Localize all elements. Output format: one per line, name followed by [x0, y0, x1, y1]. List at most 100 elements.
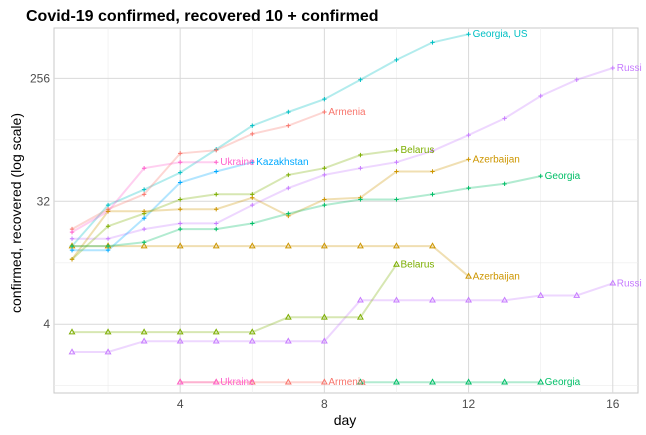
axis-ticks: 4 8 12 16 4 32 256 — [30, 71, 620, 411]
data-point-plus — [177, 197, 183, 202]
data-point-plus — [69, 236, 75, 241]
data-point-plus — [502, 181, 507, 187]
series-end-labels: Georgia, US Armenia Russi Belarus Ukraine Kaz… — [220, 29, 642, 388]
series-end-label: Georgia — [545, 171, 581, 182]
data-point-triangle — [176, 328, 184, 335]
data-point-plus — [250, 131, 255, 137]
data-point-triangle — [212, 328, 220, 335]
data-point-plus — [394, 197, 399, 202]
data-point-triangle — [465, 296, 473, 303]
data-point-plus — [214, 192, 219, 197]
series-line-recovered — [72, 282, 614, 353]
series-line-confirmed — [71, 111, 325, 230]
series-line-confirmed — [72, 161, 253, 252]
data-point-triangle — [176, 378, 184, 385]
data-point-triangle — [429, 242, 436, 249]
y-axis-title: confirmed, recovered (log scale) — [8, 113, 24, 313]
series-end-label: Belarus — [400, 145, 434, 156]
series-line-confirmed — [71, 33, 469, 247]
data-point-plus — [286, 172, 291, 178]
data-point-plus — [214, 206, 219, 212]
data-point-triangle — [393, 296, 400, 303]
series-line-confirmed — [71, 149, 397, 261]
data-point-plus — [105, 209, 111, 214]
series-end-label: Armenia — [328, 377, 366, 388]
series-end-label: Russi — [617, 278, 642, 289]
data-point-plus — [141, 240, 147, 245]
y-tick-label: 4 — [43, 317, 50, 331]
data-point-triangle — [501, 378, 509, 385]
series-end-label: Ukraine — [220, 157, 255, 168]
data-point-plus — [141, 187, 147, 192]
x-tick-label: 4 — [177, 397, 184, 411]
data-point-plus — [141, 166, 147, 171]
y-tick-label: 32 — [37, 194, 51, 208]
data-point-plus — [322, 172, 327, 178]
data-point-plus — [177, 206, 183, 212]
data-point-plus — [394, 147, 399, 153]
series-end-label: Russi — [617, 63, 642, 74]
data-point-plus — [358, 77, 363, 82]
series-end-label: Georgia — [545, 377, 581, 388]
x-tick-label: 16 — [606, 397, 620, 411]
data-point-plus — [69, 243, 75, 249]
series-end-label: Georgia, US — [473, 29, 528, 40]
data-point-plus — [430, 192, 435, 197]
data-point-plus — [322, 197, 327, 202]
data-point-plus — [322, 202, 327, 208]
data-point-triangle — [284, 378, 292, 385]
data-point-plus — [177, 221, 183, 226]
data-point-plus — [394, 169, 399, 174]
data-point-plus — [286, 123, 291, 128]
data-point-plus — [69, 247, 75, 253]
data-point-plus — [538, 173, 543, 179]
data-point-triangle — [176, 337, 184, 344]
data-point-plus — [358, 152, 363, 158]
data-point-plus — [286, 109, 291, 115]
data-point-triangle — [393, 260, 400, 267]
data-point-triangle — [537, 291, 545, 298]
data-point-plus — [214, 159, 219, 165]
data-point-triangle — [140, 337, 148, 344]
data-point-plus — [105, 236, 111, 241]
data-point-triangle — [609, 279, 617, 286]
data-point-triangle — [212, 242, 220, 249]
data-point-triangle — [320, 378, 328, 385]
data-point-plus — [286, 211, 291, 216]
data-point-triangle — [212, 337, 220, 344]
data-point-plus — [430, 148, 435, 154]
data-point-plus — [214, 221, 219, 226]
data-point-triangle — [68, 328, 76, 335]
data-point-triangle — [248, 337, 256, 344]
data-point-plus — [250, 202, 255, 208]
data-point-plus — [105, 247, 111, 253]
data-point-plus — [177, 170, 183, 175]
data-point-plus — [177, 159, 183, 165]
data-point-triangle — [140, 328, 148, 335]
data-point-plus — [358, 166, 363, 171]
data-point-plus — [610, 65, 615, 71]
series-end-label: Kazakhstan — [256, 157, 308, 168]
data-point-plus — [69, 229, 75, 235]
data-point-plus — [466, 185, 471, 191]
data-point-triangle — [104, 348, 112, 355]
data-point-triangle — [393, 378, 400, 385]
data-point-plus — [430, 40, 435, 45]
data-point-plus — [466, 32, 471, 37]
data-point-plus — [141, 216, 147, 221]
series-end-label: Azerbaijan — [473, 271, 520, 282]
data-point-triangle — [320, 313, 328, 320]
data-point-plus — [105, 243, 111, 249]
data-point-triangle — [320, 337, 328, 344]
grid — [53, 27, 639, 394]
data-point-plus — [322, 96, 327, 102]
series-line-recovered — [72, 245, 470, 278]
data-point-plus — [141, 192, 147, 197]
data-point-triangle — [356, 378, 364, 385]
data-point-plus — [214, 169, 219, 174]
x-tick-label: 12 — [462, 397, 476, 411]
series-line-confirmed — [72, 67, 614, 240]
x-tick-label: 8 — [321, 397, 328, 411]
data-point-plus — [430, 169, 435, 174]
